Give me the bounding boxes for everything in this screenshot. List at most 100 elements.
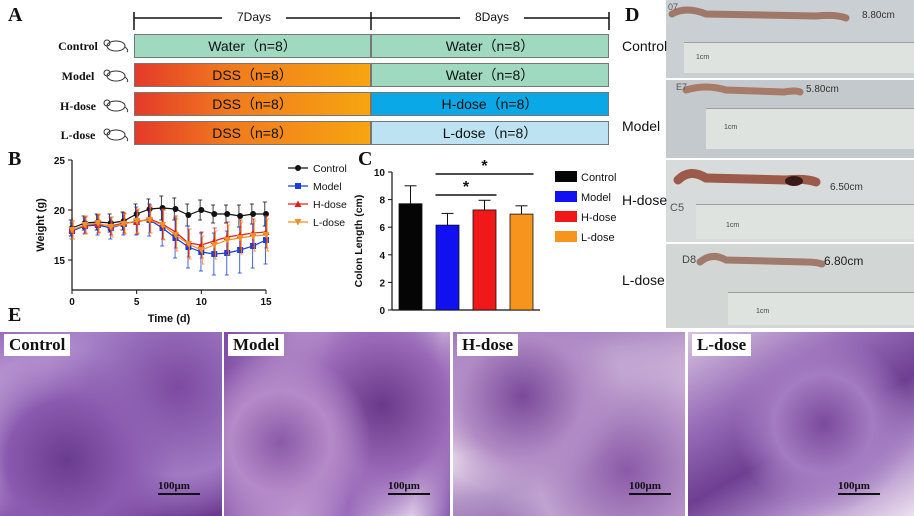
data-point [262,232,270,239]
colon-photo-hdose: C5 6.50cm 1cm [666,160,914,242]
design-row-label-control: Control [58,39,98,53]
data-point [185,212,192,218]
data-point [211,211,218,217]
photo-label-hdose: H-dose [622,192,668,208]
ruler-unit: 1cm [696,54,710,61]
legend-marker [294,219,302,226]
colon-specimen [682,83,804,96]
scale-bar-label: 100μm [629,480,661,492]
data-point [224,250,231,256]
ruler [706,108,914,149]
ruler-unit: 1cm [724,124,738,131]
legend-marker [294,200,302,207]
legend-label: Model [313,181,342,193]
legend-label: Control [581,172,616,184]
x-tick-label: 10 [196,297,208,308]
legend-label: L-dose [313,217,345,229]
data-point [184,241,192,248]
scale-bar-label: 100μm [158,480,190,492]
length-annotation: 6.50cm [830,182,863,193]
data-point [250,243,257,249]
scale-bar-label: 100μm [388,480,420,492]
legend-label: H-dose [313,199,347,211]
colon-length-bar-chart: 0 2 4 6 8 10 Colon Length (cm) Control Model H-do… [353,158,616,315]
data-point [198,207,205,213]
specimen-id: D8 [682,254,697,266]
series-ldose [68,206,270,265]
mouse-icon [103,128,129,142]
y-tick-label: 15 [54,256,66,267]
ruler [684,42,914,73]
y-axis-label: Colon Length (cm) [353,195,365,288]
specimen-id: E7 [676,82,688,92]
data-point [263,211,269,217]
scale-bar: 100μm [388,480,430,495]
series-line [71,218,267,246]
data-point [133,218,141,225]
y-tick-label: 6 [379,223,385,234]
series-line [71,207,266,229]
legend-label: Control [313,163,347,175]
y-tick-label: 2 [379,278,385,289]
specimen-id: C5 [670,202,685,214]
weight-line-chart: 0 5 10 15 15 20 25 Time (d) Weight (g) Control Mod… [35,156,347,325]
significance-star: * [481,158,488,175]
histology-hdose: H-dose 100μm [453,332,685,516]
design-control-phase1: Water（n=8） [134,34,371,58]
panel-a-letter: A [8,4,23,26]
design-row-label-ldose: L-dose [60,128,96,142]
legend-label: H-dose [581,212,616,224]
data-point [159,222,167,229]
scale-bar: 100μm [629,480,671,495]
data-point [197,241,205,248]
data-point [81,222,89,229]
colon-photo-panel: 07 8.80cm 1cm E7 5.80cm 1cm C5 6.50cm 1c… [622,0,914,330]
data-point [210,242,218,249]
data-point [120,221,128,228]
data-point [172,206,179,212]
colon-specimen [673,169,821,187]
length-annotation: 5.80cm [806,84,839,95]
bar-control [398,203,423,311]
design-model-phase1: DSS（n=8） [134,63,371,87]
data-point [237,213,244,219]
colon-specimen [696,253,826,268]
scale-bar-label: 100μm [838,480,870,492]
colon-photo-ldose: D8 6.80cm 1cm [666,244,914,328]
series-line [71,219,267,255]
data-point [250,211,257,217]
length-annotation: 8.80cm [862,10,895,21]
scale-bar: 100μm [838,480,880,495]
histology-label: H-dose [457,334,518,356]
legend-swatch [555,171,577,182]
timeline-bracket [133,10,610,30]
data-point [159,205,166,211]
design-row-label-hdose: H-dose [60,99,96,113]
design-ldose-phase1: DSS（n=8） [134,121,371,145]
design-ldose-phase2: L-dose（n=8） [371,121,609,145]
photo-label-ldose: L-dose [622,272,665,288]
design-hdose-phase1: DSS（n=8） [134,92,371,116]
x-tick-label: 15 [260,297,272,308]
x-axis-label: Time (d) [148,313,191,325]
period-label-2: 8Days [474,10,509,24]
y-tick-label: 0 [379,306,385,315]
legend-marker [295,183,301,189]
y-tick-label: 8 [379,196,385,207]
histology-ldose: L-dose 100μm [688,332,914,516]
y-tick-label: 20 [54,206,66,217]
histology-label: Model [228,334,285,356]
x-tick-label: 5 [134,297,140,308]
data-point [236,235,244,242]
design-control-phase2: Water（n=8） [371,34,609,58]
colon-photo-control: 07 8.80cm 1cm [666,0,914,78]
bar-ldose [509,213,534,311]
data-point [68,227,76,234]
period-label-1: 7Days [236,10,271,24]
mouse-icon [103,39,129,53]
design-model-phase2: Water（n=8） [371,63,609,87]
legend-swatch [555,191,577,202]
design-panel: 7Days 8Days Control Model H-dose L-dose … [0,0,620,148]
data-point [107,224,115,231]
legend-swatch [555,231,577,242]
